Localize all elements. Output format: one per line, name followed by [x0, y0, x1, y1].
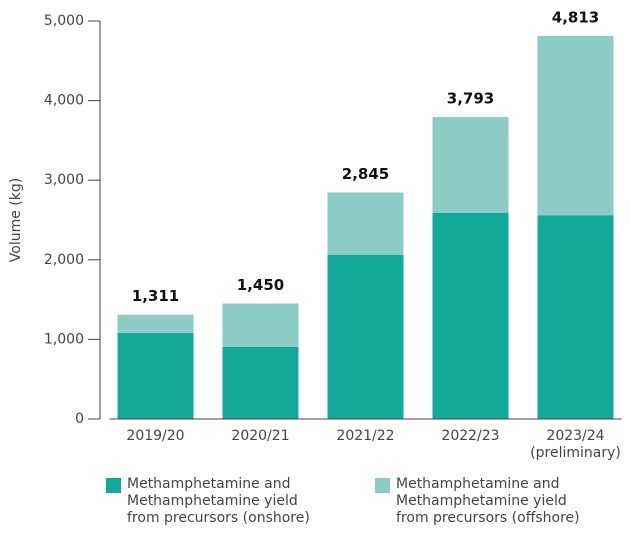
bar-segment: [432, 212, 509, 419]
bar-segment: [222, 346, 299, 419]
bar-segment: [432, 117, 509, 213]
y-tick-label: 3,000: [44, 172, 84, 188]
bar-segment: [327, 255, 404, 419]
legend-label: Methamphetamine and Methamphetamine yiel…: [396, 476, 580, 526]
bar-segment: [222, 303, 299, 347]
total-label: 1,311: [132, 287, 179, 305]
legend-swatch: [106, 478, 121, 493]
y-axis-label: Volume (kg): [8, 178, 24, 262]
y-tick-label: 2,000: [44, 252, 84, 268]
y-tick-label: 0: [75, 411, 84, 427]
bar-segment: [327, 192, 404, 256]
legend-swatch: [375, 478, 390, 493]
total-label: 3,793: [447, 90, 494, 108]
bar-segment: [117, 333, 194, 419]
x-tick-label: 2019/20: [126, 428, 185, 444]
x-tick-label: 2022/23: [441, 428, 500, 444]
bar-segment: [117, 314, 194, 334]
total-label: 2,845: [342, 165, 389, 183]
y-tick-label: 4,000: [44, 93, 84, 109]
x-tick-label: 2023/24 (preliminary): [530, 428, 621, 461]
y-tick-label: 5,000: [44, 13, 84, 29]
total-label: 1,450: [237, 276, 284, 294]
y-tick-label: 1,000: [44, 331, 84, 347]
total-label: 4,813: [552, 8, 599, 26]
x-tick-label: 2020/21: [231, 428, 290, 444]
bar-segment: [537, 35, 614, 216]
legend-label: Methamphetamine and Methamphetamine yiel…: [127, 476, 310, 526]
x-tick-label: 2021/22: [336, 428, 395, 444]
bar-segment: [537, 215, 614, 419]
